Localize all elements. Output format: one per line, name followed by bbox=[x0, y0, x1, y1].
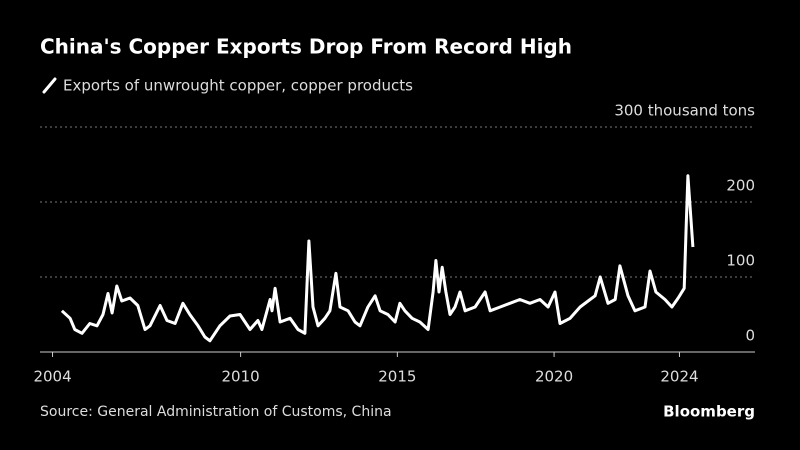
y-tick-label: 0 bbox=[745, 327, 755, 345]
source: Source: General Administration of Custom… bbox=[40, 404, 392, 420]
data-line bbox=[60, 174, 695, 343]
x-tick-label: 2024 bbox=[660, 368, 698, 386]
legend-label: Exports of unwrought copper, copper prod… bbox=[63, 77, 413, 95]
x-tick-label: 2004 bbox=[33, 368, 71, 386]
brand: Bloomberg bbox=[663, 403, 755, 421]
legend-swatch bbox=[42, 77, 57, 94]
y-tick-label: 300 thousand tons bbox=[614, 102, 755, 120]
y-tick-label: 200 bbox=[726, 177, 755, 195]
x-tick-label: 2015 bbox=[378, 368, 416, 386]
x-tick-label: 2020 bbox=[535, 368, 573, 386]
x-tick-label: 2010 bbox=[222, 368, 260, 386]
y-tick-label: 100 bbox=[726, 252, 755, 270]
chart-title: China's Copper Exports Drop From Record … bbox=[40, 35, 572, 59]
